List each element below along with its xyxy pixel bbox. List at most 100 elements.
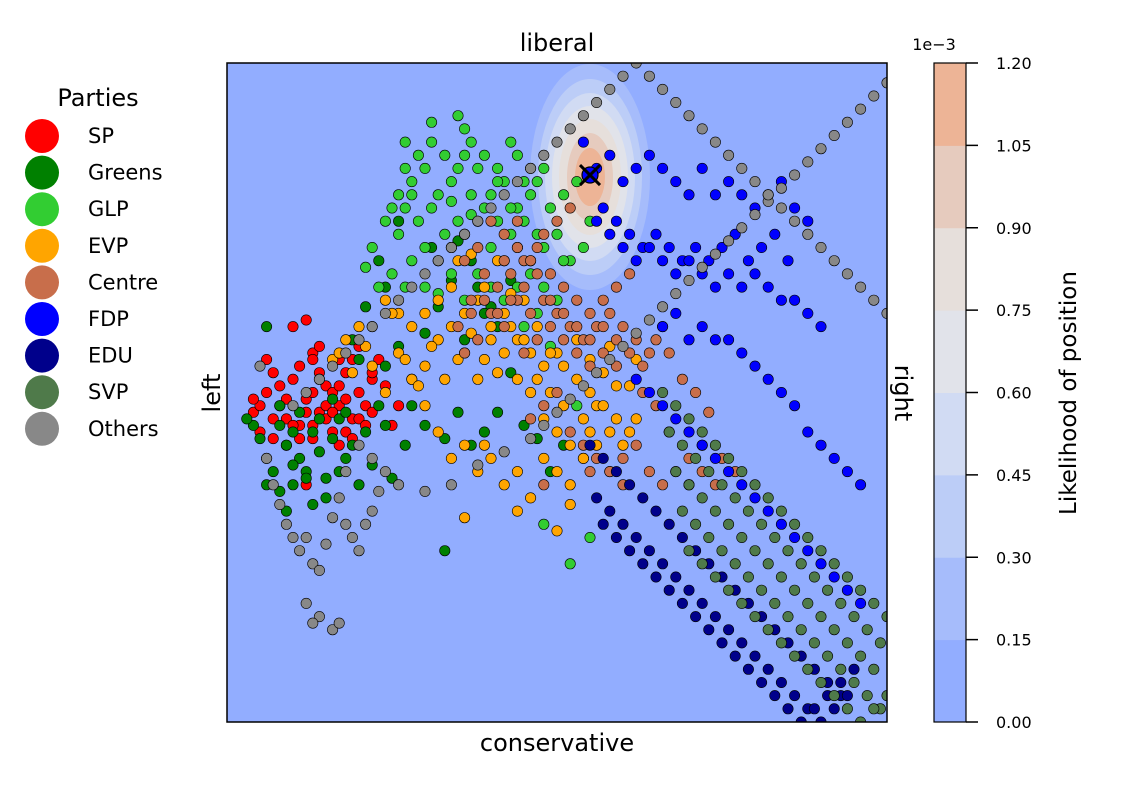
point-others <box>472 459 484 471</box>
legend-item-glp: GLP <box>25 192 129 227</box>
point-glp <box>518 321 530 333</box>
point-others <box>366 505 378 517</box>
point-sp <box>267 413 279 425</box>
point-svp <box>789 650 801 662</box>
point-others <box>802 156 814 168</box>
point-centre <box>531 268 543 280</box>
point-others <box>749 176 761 188</box>
point-fdp <box>630 373 642 385</box>
plot-frame <box>226 62 888 723</box>
point-greens <box>353 353 365 365</box>
point-svp <box>782 611 794 623</box>
point-evp <box>538 360 550 372</box>
legend-item-edu: EDU <box>25 338 133 373</box>
point-svp <box>749 479 761 491</box>
point-evp <box>511 466 523 478</box>
point-greens <box>327 393 339 405</box>
point-centre <box>465 294 477 306</box>
point-evp <box>465 248 477 260</box>
point-glp <box>386 268 398 280</box>
point-fdp <box>716 242 728 254</box>
point-svp <box>670 466 682 478</box>
point-svp <box>769 597 781 609</box>
point-fdp <box>577 136 589 148</box>
point-fdp <box>723 466 735 478</box>
point-greens <box>307 498 319 510</box>
point-svp <box>789 518 801 530</box>
point-glp <box>426 202 438 214</box>
best-position-marker <box>578 163 602 187</box>
point-evp <box>624 380 636 392</box>
colorbar-band <box>934 474 966 558</box>
point-others <box>815 143 827 155</box>
point-centre <box>478 268 490 280</box>
point-others <box>333 617 345 629</box>
point-others <box>604 83 616 95</box>
point-evp <box>432 294 444 306</box>
point-others <box>346 531 358 543</box>
point-fdp <box>709 334 721 346</box>
point-greens <box>518 419 530 431</box>
point-fdp <box>610 215 622 227</box>
legend-marker <box>25 228 59 263</box>
point-evp <box>577 452 589 464</box>
point-evp <box>346 367 358 379</box>
point-centre <box>558 334 570 346</box>
point-others <box>313 373 325 385</box>
point-edu <box>789 690 801 702</box>
colorbar-tick-label: 0.00 <box>996 713 1032 732</box>
point-glp <box>445 268 457 280</box>
point-evp <box>604 340 616 352</box>
point-edu <box>643 545 655 557</box>
point-fdp <box>828 571 840 583</box>
point-others <box>333 492 345 504</box>
point-centre <box>485 215 497 227</box>
point-centre <box>511 215 523 227</box>
legend-item-svp: SVP <box>25 375 128 410</box>
colorbar-tick-label: 0.30 <box>996 548 1032 567</box>
point-svp <box>676 439 688 451</box>
point-evp <box>366 360 378 372</box>
point-evp <box>465 327 477 339</box>
legend-label: Others <box>88 417 159 441</box>
colorbar-band <box>934 227 966 311</box>
point-glp <box>459 149 471 161</box>
point-others <box>591 97 603 109</box>
point-svp <box>795 558 807 570</box>
point-evp <box>617 439 629 451</box>
point-evp <box>624 426 636 438</box>
point-fdp <box>630 255 642 267</box>
point-others <box>696 123 708 135</box>
point-edu <box>683 584 695 596</box>
point-fdp <box>775 518 787 530</box>
point-evp <box>558 360 570 372</box>
point-svp <box>815 676 827 688</box>
point-svp <box>782 545 794 557</box>
point-svp <box>855 650 867 662</box>
point-fdp <box>591 215 603 227</box>
point-evp <box>604 426 616 438</box>
point-fdp <box>657 162 669 174</box>
point-greens <box>247 419 259 431</box>
point-fdp <box>657 255 669 267</box>
point-svp <box>841 637 853 649</box>
colorbar-band <box>934 392 966 476</box>
point-fdp <box>789 531 801 543</box>
point-sp <box>267 367 279 379</box>
point-fdp <box>663 242 675 254</box>
point-centre <box>617 321 629 333</box>
point-edu <box>736 637 748 649</box>
series-fdp <box>577 136 867 609</box>
legend-marker <box>25 302 59 336</box>
point-glp <box>505 136 517 148</box>
point-others <box>406 281 418 293</box>
point-centre <box>551 215 563 227</box>
point-others <box>617 340 629 352</box>
point-edu <box>663 518 675 530</box>
point-fdp <box>762 505 774 517</box>
legend-marker <box>25 192 59 227</box>
point-centre <box>498 321 510 333</box>
point-svp <box>723 452 735 464</box>
legend-marker <box>25 338 59 373</box>
point-greens <box>373 255 385 267</box>
